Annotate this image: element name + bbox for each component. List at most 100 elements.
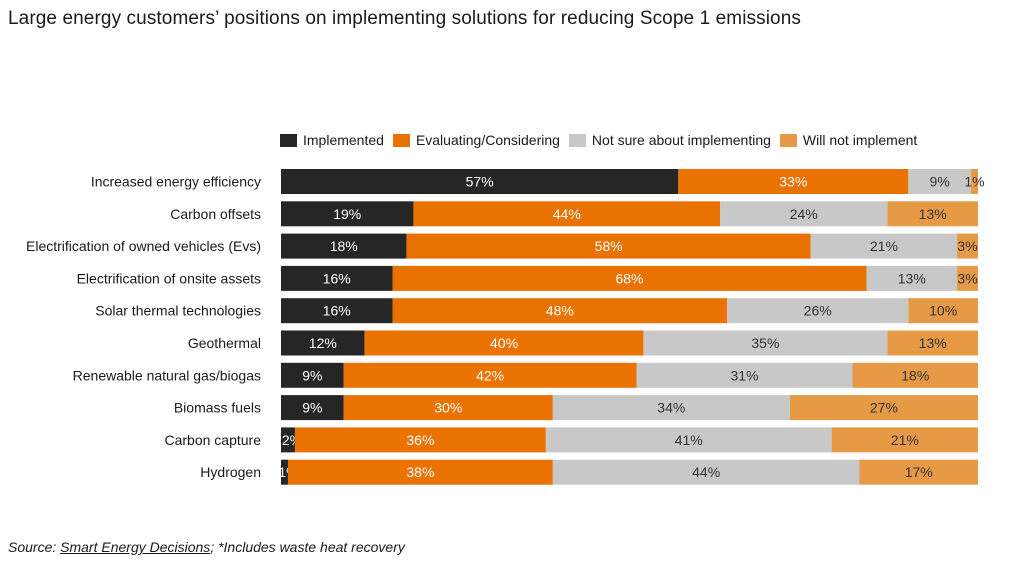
bar-segment <box>281 298 393 324</box>
category-label: Biomass fuels <box>174 400 261 416</box>
category-label: Geothermal <box>188 335 261 351</box>
data-label: 38% <box>406 464 434 480</box>
bar-segment <box>392 298 728 324</box>
bar-segment <box>287 459 553 485</box>
bar-segment <box>789 395 978 421</box>
bar-segment <box>545 427 832 453</box>
data-label: 19% <box>333 206 361 222</box>
data-label: 36% <box>406 432 434 448</box>
bar-segment <box>887 330 978 356</box>
bar-segment <box>364 330 644 356</box>
category-label: Electrification of onsite assets <box>77 270 261 286</box>
data-label: 3% <box>957 238 977 254</box>
data-label: 34% <box>657 400 685 416</box>
data-label: 44% <box>692 464 720 480</box>
legend-label-will-not: Will not implement <box>802 132 918 148</box>
data-label: 16% <box>323 303 351 319</box>
data-label: 1% <box>964 174 984 190</box>
bar-segment <box>908 169 972 194</box>
category-label: Carbon capture <box>164 432 261 448</box>
data-label: 24% <box>790 206 818 222</box>
data-label: 13% <box>919 335 947 351</box>
data-label: 35% <box>751 335 779 351</box>
bar-segment <box>281 427 295 453</box>
data-label: 13% <box>898 270 926 286</box>
legend-item-implemented: Implemented <box>280 132 384 148</box>
data-label: 17% <box>905 464 933 480</box>
source-link[interactable]: Smart Energy Decisions <box>60 539 211 555</box>
bar-segment <box>343 395 553 421</box>
stacked-bar-chart: Increased energy efficiency 57% 33% 9% 1% Car… <box>26 169 985 485</box>
bar-segment <box>552 395 790 421</box>
category-label: Electrification of owned vehicles (Evs) <box>26 238 261 254</box>
data-label: 21% <box>891 432 919 448</box>
chart-title: Large energy customers’ positions on imp… <box>8 8 801 29</box>
legend-label-not-sure: Not sure about implementing <box>591 132 771 148</box>
legend: Implemented Evaluating/Considering Not s… <box>280 130 926 150</box>
bar-segment <box>281 201 414 227</box>
bar-segment <box>678 169 909 194</box>
data-label: 44% <box>553 206 581 222</box>
source-suffix: ; *Includes waste heat recovery <box>210 539 405 555</box>
data-label: 33% <box>779 174 807 190</box>
data-label: 9% <box>302 367 322 383</box>
bar-segment <box>643 330 888 356</box>
data-label: 18% <box>901 367 929 383</box>
data-label: 48% <box>546 303 574 319</box>
bar-segment <box>957 265 978 291</box>
bar-segment <box>343 362 637 388</box>
data-label: 10% <box>929 303 957 319</box>
category-label: Solar thermal technologies <box>95 303 261 319</box>
data-label: 16% <box>323 270 351 286</box>
bar-segment <box>810 233 958 259</box>
legend-swatch-evaluating <box>392 133 410 147</box>
legend-swatch-not-sure <box>568 133 586 147</box>
bar-segment <box>831 427 978 453</box>
data-label: 18% <box>330 238 358 254</box>
bar-segment <box>887 201 978 227</box>
legend-swatch-implemented <box>280 133 297 147</box>
bar-segment <box>720 201 888 227</box>
bar-segment <box>392 265 867 291</box>
bar-segment <box>727 298 909 324</box>
legend-swatch-will-not <box>779 133 797 147</box>
data-label: 12% <box>309 335 337 351</box>
data-label: 9% <box>930 174 950 190</box>
bar-segment <box>852 362 978 388</box>
bar-segment <box>859 459 978 485</box>
category-label: Hydrogen <box>200 464 261 480</box>
data-label: 57% <box>466 174 494 190</box>
data-label: 42% <box>476 367 504 383</box>
bar-segment <box>636 362 853 388</box>
category-label: Renewable natural gas/biogas <box>73 367 261 383</box>
data-label: 26% <box>804 303 832 319</box>
legend-item-not-sure: Not sure about implementing <box>568 132 771 148</box>
data-label: 9% <box>302 400 322 416</box>
data-label: 3% <box>957 270 977 286</box>
source-footer: Source: Smart Energy Decisions; *Include… <box>8 539 405 555</box>
bar-segment <box>281 395 344 421</box>
bar-segment <box>971 169 978 194</box>
bar-segment <box>281 169 679 194</box>
bar-segment <box>552 459 860 485</box>
bar-segment <box>281 265 393 291</box>
data-label: 13% <box>919 206 947 222</box>
data-label: 58% <box>595 238 623 254</box>
bar-segment <box>866 265 958 291</box>
source-prefix: Source: <box>8 539 61 555</box>
data-label: 31% <box>730 367 758 383</box>
bar-segment <box>406 233 811 259</box>
legend-label-evaluating: Evaluating/Considering <box>415 132 560 148</box>
bar-segment <box>413 201 721 227</box>
bar-segment <box>281 330 365 356</box>
data-label: 68% <box>615 270 643 286</box>
legend-label-implemented: Implemented <box>303 132 384 148</box>
category-label: Increased energy efficiency <box>91 174 261 190</box>
bar-segment <box>908 298 978 324</box>
data-label: 27% <box>870 400 898 416</box>
legend-item-will-not: Will not implement <box>779 132 918 148</box>
bar-segment <box>281 362 344 388</box>
data-label: 21% <box>870 238 898 254</box>
bar-segment <box>281 233 407 259</box>
data-label: 41% <box>675 432 703 448</box>
